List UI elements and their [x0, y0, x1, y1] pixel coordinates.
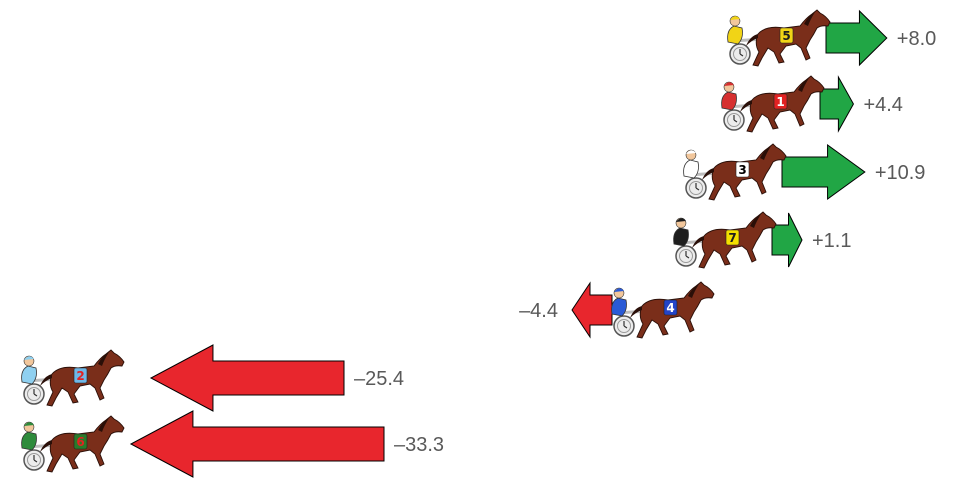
gain-arrow-3	[781, 144, 866, 200]
runner-row-6: 6 –33.3	[21, 410, 444, 478]
gain-arrow-1	[819, 75, 855, 133]
runner-4-horse-icon: 4	[611, 281, 715, 339]
saddle-number: 2	[76, 369, 84, 383]
runner-3-horse-icon: 3	[683, 143, 787, 201]
saddle-number: 1	[776, 95, 784, 109]
saddle-number: 4	[666, 301, 674, 315]
runner-6-horse-icon: 6	[21, 415, 125, 473]
runner-5-horse-icon: 5	[727, 9, 831, 67]
value-label: +1.1	[812, 230, 851, 252]
runner-row-7: 7 +1.1	[673, 211, 851, 269]
value-label: +8.0	[897, 28, 936, 50]
loss-arrow-4	[571, 281, 613, 339]
saddle-number: 6	[76, 435, 84, 449]
runner-row-1: 1 +4.4	[721, 75, 903, 133]
runner-7-horse-icon: 7	[673, 211, 777, 269]
gain-arrow-7	[771, 212, 803, 268]
saddle-number: 3	[738, 163, 746, 177]
loss-arrow-2	[149, 344, 345, 412]
saddle-number: 5	[782, 29, 790, 43]
runner-2-horse-icon: 2	[21, 349, 125, 407]
saddle-number: 7	[728, 231, 736, 245]
value-label: +10.9	[875, 162, 926, 184]
value-label: –33.3	[394, 434, 444, 456]
gain-arrow-5	[825, 9, 888, 67]
runner-row-3: 3 +10.9	[683, 143, 926, 201]
value-label: +4.4	[863, 94, 902, 116]
loss-arrow-6	[129, 410, 385, 478]
value-label: –4.4	[519, 300, 558, 322]
value-label: –25.4	[354, 368, 404, 390]
runner-1-horse-icon: 1	[721, 75, 825, 133]
runner-row-2: 2 –25.4	[21, 344, 404, 412]
runner-row-4: 4 –4.4	[519, 281, 715, 339]
runner-row-5: 5 +8.0	[727, 9, 936, 67]
